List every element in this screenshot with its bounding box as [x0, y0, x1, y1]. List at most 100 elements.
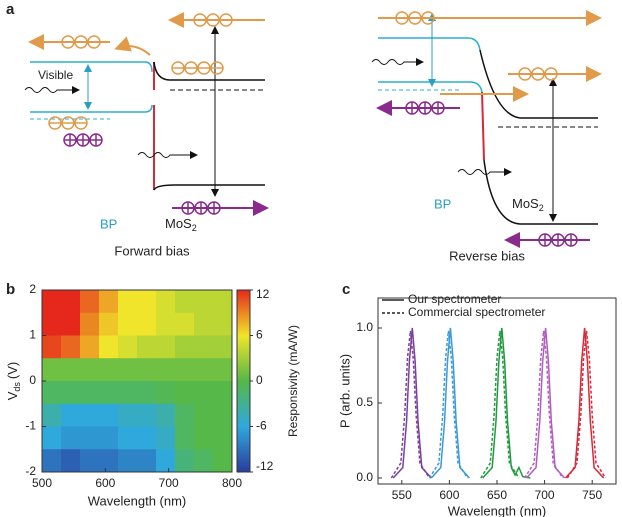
heat-cell [80, 426, 100, 450]
mos-valence [483, 159, 598, 225]
panel-label: b [6, 281, 15, 298]
heat-cell [42, 290, 62, 314]
arrow [114, 36, 151, 56]
spectra-panel: c 550 600 650 700 750 0.0 0.5 1.0 Wavelength (nm)… [337, 281, 617, 517]
heat-cell [175, 358, 195, 382]
y-tick-label: 1.0 [356, 320, 373, 334]
heat-cell [118, 381, 138, 405]
spectrum-line [428, 330, 469, 479]
heat-cell [137, 403, 157, 427]
legend-label: Our spectrometer [408, 292, 501, 306]
x-tick-label: 800 [222, 476, 242, 490]
mos-label: MoS2 [165, 216, 197, 233]
heat-cell [99, 449, 119, 473]
y-tick-label: 1 [29, 328, 36, 342]
mos-label: MoS2 [512, 196, 544, 213]
heat-cell [156, 449, 176, 473]
heat-cell [213, 403, 233, 427]
heat-cell [137, 426, 157, 450]
heat-cell [194, 426, 214, 450]
interface [481, 91, 485, 161]
panel-label: a [6, 1, 15, 18]
x-tick-label: 600 [439, 488, 459, 502]
heat-cell [175, 312, 195, 336]
mos-text: MoS [165, 216, 192, 231]
mos-valence [153, 184, 265, 191]
heat-cell [80, 290, 100, 314]
legend-label: Commercial spectrometer [408, 305, 545, 319]
heat-cell [156, 312, 176, 336]
heat-cell [61, 312, 81, 336]
heat-cell [156, 290, 176, 314]
x-tick-label: 550 [392, 488, 412, 502]
light [24, 86, 80, 94]
heat-cell [61, 403, 81, 427]
spectrum-line [525, 327, 566, 479]
heat-cell [99, 403, 119, 427]
heat-cell [175, 381, 195, 405]
colorbar-tick-label: 0 [256, 373, 263, 387]
heat-cell [213, 449, 233, 473]
mos-sub: 2 [192, 223, 197, 233]
spectrum-line [566, 330, 607, 479]
y-tick-label: 0 [29, 373, 36, 387]
heat-cell [42, 358, 62, 382]
y-axis-label: Vds (V) [5, 362, 22, 401]
heat-cell [99, 312, 119, 336]
heat-cell [61, 358, 81, 382]
bp-conduction [378, 37, 481, 51]
heat-cell [156, 381, 176, 405]
spectrum-line [523, 330, 564, 479]
heat-cell [80, 381, 100, 405]
colorbar-tick-label: 12 [256, 287, 270, 301]
heat-cell [175, 290, 195, 314]
heat-cell [61, 335, 81, 359]
bp-valence [378, 81, 483, 93]
y-label-unit: (V) [5, 362, 20, 379]
colorbar-label: Responsivity (mA/W) [286, 325, 300, 437]
heat-cell [213, 426, 233, 450]
heat-cell [137, 312, 157, 336]
heat-cell [137, 381, 157, 405]
heat-cell [118, 426, 138, 450]
y-label-main: V [5, 391, 20, 400]
heat-cell [194, 449, 214, 473]
mos-text: MoS [512, 196, 539, 211]
heat-cell [137, 290, 157, 314]
heat-cell [118, 312, 138, 336]
heat-cell [61, 449, 81, 473]
heat-cell [118, 290, 138, 314]
heat-cell [194, 381, 214, 405]
heat-cell [80, 335, 100, 359]
heat-cell [99, 381, 119, 405]
heat-cell [156, 335, 176, 359]
bp-valence [30, 104, 153, 113]
y-tick-label: -1 [25, 419, 36, 433]
heat-cell [80, 358, 100, 382]
x-tick-label: 700 [535, 488, 555, 502]
bp-conduction [30, 61, 153, 73]
heat-cell [80, 403, 100, 427]
colorbar-tick-label: 6 [256, 328, 263, 342]
y-tick-label: -2 [25, 464, 36, 478]
spectrum-line [430, 327, 470, 479]
heat-cell [175, 403, 195, 427]
spectrum-line [390, 330, 431, 479]
heat-cell [137, 449, 157, 473]
mos-sub: 2 [539, 203, 544, 213]
x-tick-label: 700 [159, 476, 179, 490]
heat-cell [118, 358, 138, 382]
spectrum-line [482, 327, 531, 479]
heat-cell [213, 312, 233, 336]
band-diagrams: a Visible BP MoS2 Forward bias [6, 1, 602, 263]
x-tick-label: 650 [487, 488, 507, 502]
heat-cell [213, 381, 233, 405]
heat-cell [80, 449, 100, 473]
bp-label: BP [100, 216, 117, 231]
heat-cell [175, 426, 195, 450]
mos-conduction [153, 61, 265, 81]
heat-cell [42, 403, 62, 427]
heat-cell [42, 335, 62, 359]
panel-label: c [342, 281, 350, 298]
